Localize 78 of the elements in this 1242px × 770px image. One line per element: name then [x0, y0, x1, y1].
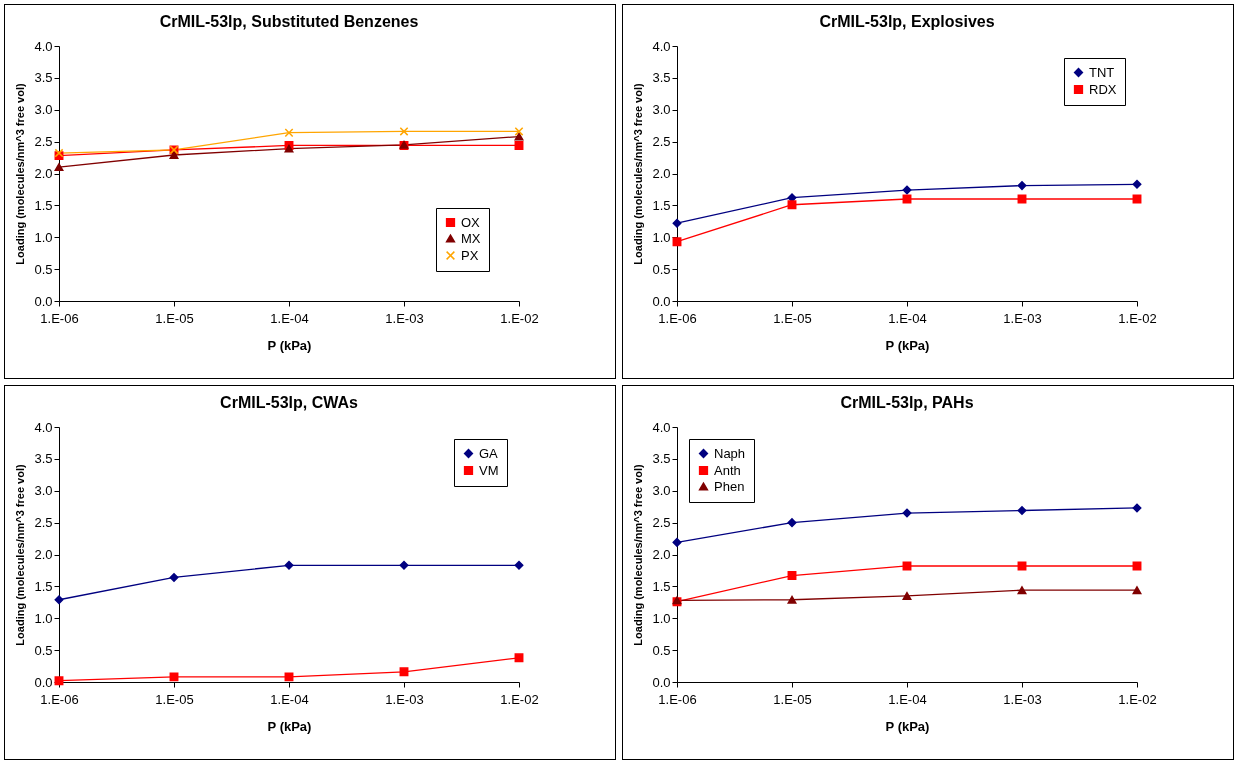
y-tick-label: 0.0 [652, 293, 671, 309]
y-tick-label: 1.0 [34, 229, 53, 245]
y-tick-label: 2.0 [652, 547, 671, 562]
chart-title: CrMIL-53lp, PAHs [840, 394, 974, 411]
x-tick-label: 1.E-03 [385, 691, 424, 707]
y-axis-title: Loading (molecules/nm^3 free vol) [14, 464, 27, 646]
y-tick-label: 0.5 [34, 261, 53, 277]
x-tick-label: 1.E-03 [1003, 310, 1042, 326]
x-tick-label: 1.E-05 [773, 691, 812, 707]
x-axis-title: P (kPa) [267, 718, 312, 734]
x-tick-label: 1.E-04 [270, 691, 309, 707]
y-tick-label: 1.0 [34, 610, 53, 626]
x-tick-label: 1.E-05 [773, 310, 812, 326]
y-tick-label: 1.0 [652, 229, 671, 245]
y-tick-label: 1.5 [652, 578, 671, 594]
y-tick-label: 2.5 [34, 515, 53, 531]
x-tick-label: 1.E-04 [270, 310, 309, 326]
y-tick-label: 2.5 [652, 515, 671, 531]
y-tick-label: 0.0 [34, 293, 53, 309]
x-tick-label: 1.E-04 [888, 691, 927, 707]
y-tick-label: 3.5 [34, 70, 53, 86]
y-tick-label: 3.5 [652, 451, 671, 467]
y-tick-label: 2.5 [34, 134, 53, 150]
legend-label: GA [479, 445, 499, 461]
legend-label: VM [479, 462, 499, 478]
chart-title: CrMIL-53lp, Substituted Benzenes [159, 13, 419, 30]
y-tick-label: 3.5 [652, 70, 671, 86]
y-axis-title: Loading (molecules/nm^3 free vol) [632, 464, 645, 646]
legend-label: MX [461, 230, 481, 246]
x-tick-label: 1.E-06 [40, 691, 79, 707]
y-tick-label: 4.0 [34, 419, 53, 435]
x-tick-label: 1.E-03 [385, 310, 424, 326]
chart-title: CrMIL-53lp, CWAs [220, 394, 358, 411]
legend-label: PX [461, 247, 479, 263]
y-tick-label: 3.0 [34, 102, 53, 118]
y-tick-label: 3.5 [34, 451, 53, 467]
y-tick-label: 3.0 [652, 483, 671, 499]
y-tick-label: 2.0 [652, 166, 671, 181]
y-tick-label: 2.5 [652, 134, 671, 150]
y-tick-label: 3.0 [34, 483, 53, 499]
x-tick-label: 1.E-04 [888, 310, 927, 326]
x-axis-title: P (kPa) [885, 718, 930, 734]
legend-label: Phen [714, 478, 745, 494]
legend-label: OX [461, 214, 481, 230]
y-axis-title: Loading (molecules/nm^3 free vol) [632, 83, 645, 265]
y-axis-title: Loading (molecules/nm^3 free vol) [14, 83, 27, 265]
y-tick-label: 0.5 [652, 261, 671, 277]
x-tick-label: 1.E-06 [40, 310, 79, 326]
x-tick-label: 1.E-02 [500, 310, 539, 326]
x-tick-label: 1.E-06 [658, 310, 697, 326]
x-tick-label: 1.E-03 [1003, 691, 1042, 707]
legend-label: Anth [714, 462, 741, 478]
y-tick-label: 4.0 [652, 419, 671, 435]
y-tick-label: 1.0 [652, 610, 671, 626]
x-tick-label: 1.E-05 [155, 310, 194, 326]
x-tick-label: 1.E-06 [658, 691, 697, 707]
x-tick-label: 1.E-02 [500, 691, 539, 707]
y-tick-label: 0.5 [34, 642, 53, 658]
y-tick-label: 4.0 [652, 38, 671, 54]
y-tick-label: 1.5 [34, 197, 53, 213]
y-tick-label: 0.0 [34, 674, 53, 690]
y-tick-label: 0.5 [652, 642, 671, 658]
x-tick-label: 1.E-05 [155, 691, 194, 707]
legend-label: Naph [714, 445, 746, 461]
y-tick-label: 2.0 [34, 166, 53, 181]
y-tick-label: 4.0 [34, 38, 53, 54]
x-axis-title: P (kPa) [267, 337, 312, 353]
x-tick-label: 1.E-02 [1118, 691, 1157, 707]
y-tick-label: 1.5 [34, 578, 53, 594]
legend-label: RDX [1089, 81, 1117, 97]
x-axis-title: P (kPa) [885, 337, 930, 353]
legend-label: TNT [1089, 64, 1115, 80]
y-tick-label: 1.5 [652, 197, 671, 213]
y-tick-label: 3.0 [652, 102, 671, 118]
chart-title: CrMIL-53lp, Explosives [819, 13, 995, 30]
y-tick-label: 0.0 [652, 674, 671, 690]
y-tick-label: 2.0 [34, 547, 53, 562]
x-tick-label: 1.E-02 [1118, 310, 1157, 326]
